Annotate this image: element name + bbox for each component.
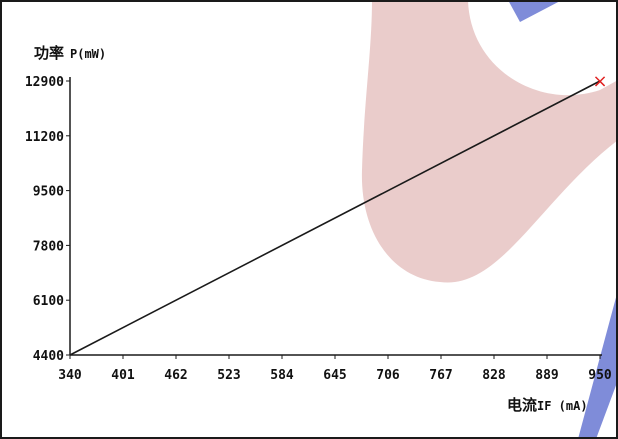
watermark-red-swoosh bbox=[361, 0, 618, 283]
y-tick-label: 9500 bbox=[33, 185, 64, 200]
y-tick-label: 4400 bbox=[33, 349, 64, 364]
series-line bbox=[69, 80, 601, 356]
x-axis-title-cn: 电流 bbox=[507, 396, 537, 414]
x-tick-label: 584 bbox=[270, 368, 294, 383]
x-tick-label: 401 bbox=[111, 368, 135, 383]
y-axis-title-cn: 功率 bbox=[34, 44, 64, 62]
y-tick-label: 7800 bbox=[33, 239, 64, 254]
y-axis-title-unit: P(mW) bbox=[70, 47, 106, 61]
x-tick-label: 340 bbox=[58, 368, 82, 383]
axes bbox=[66, 77, 602, 359]
y-tick-label: 6100 bbox=[33, 294, 64, 309]
x-tick-label: 706 bbox=[376, 368, 400, 383]
watermark-logo bbox=[361, 0, 618, 439]
axis-labels: 功率 P(mW) 电流 IF (mA) bbox=[34, 44, 588, 414]
series-layer: × bbox=[69, 71, 608, 356]
x-axis-title-unit: IF (mA) bbox=[537, 399, 588, 413]
tick-labels: 340 401 462 523 584 645 706 767 828 889 950 4400 610… bbox=[25, 75, 612, 383]
x-tick-label: 645 bbox=[323, 368, 346, 383]
watermark-blue-stroke-top bbox=[508, 0, 562, 22]
end-point-marker: × bbox=[592, 71, 607, 92]
y-tick-label: 12900 bbox=[25, 75, 64, 90]
x-tick-label: 462 bbox=[164, 368, 187, 383]
x-tick-label: 828 bbox=[482, 368, 506, 383]
x-tick-label: 523 bbox=[217, 368, 240, 383]
x-tick-label: 950 bbox=[588, 368, 612, 383]
watermark-blue-stroke-right bbox=[578, 290, 618, 439]
x-tick-label: 767 bbox=[429, 368, 452, 383]
x-tick-label: 889 bbox=[535, 368, 558, 383]
y-tick-label: 11200 bbox=[25, 130, 64, 145]
